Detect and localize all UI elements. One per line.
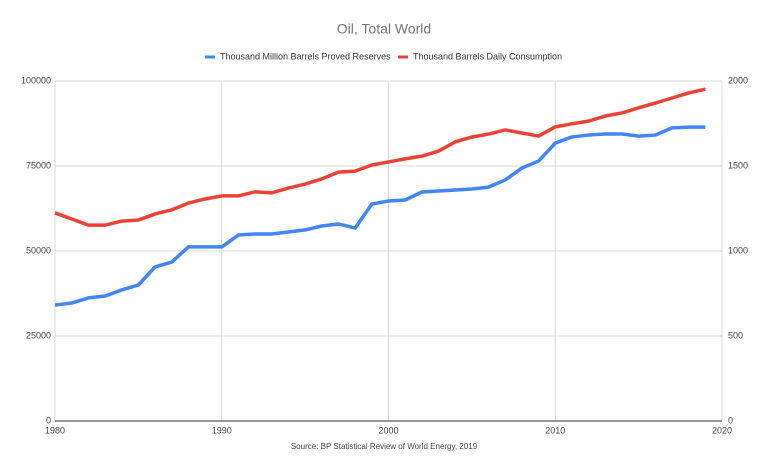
x-tick-label: 2010 xyxy=(545,425,565,435)
x-tick-label: 1980 xyxy=(45,425,65,435)
y-tick-label: 75000 xyxy=(26,160,51,170)
series-line xyxy=(54,125,706,307)
x-tick-label: 2000 xyxy=(378,425,398,435)
y-tick-label: 0 xyxy=(46,415,51,425)
y2-tick-label: 0 xyxy=(728,415,733,425)
x-tick-label: 1990 xyxy=(212,425,232,435)
y-tick-label: 100000 xyxy=(21,75,51,85)
y2-tick-label: 1000 xyxy=(728,245,748,255)
y2-tick-label: 1500 xyxy=(728,160,748,170)
chart-title: Oil, Total World xyxy=(337,21,431,37)
legend-label: Thousand Barrels Daily Consumption xyxy=(413,51,562,61)
y-tick-label: 50000 xyxy=(26,245,51,255)
y-tick-label: 25000 xyxy=(26,330,51,340)
y2-tick-label: 2000 xyxy=(728,75,748,85)
legend-label: Thousand Million Barrels Proved Reserves xyxy=(220,51,391,61)
y2-tick-label: 500 xyxy=(728,330,743,340)
x-tick-label: 2020 xyxy=(712,425,732,435)
series-line xyxy=(54,87,706,227)
source-note: Source: BP Statistical Review of World E… xyxy=(291,442,478,451)
